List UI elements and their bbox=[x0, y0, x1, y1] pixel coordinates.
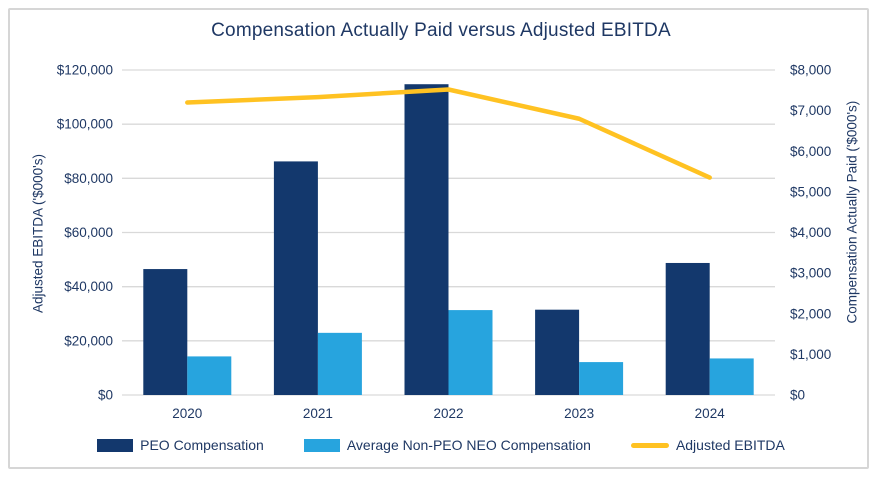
x-axis-label: 2024 bbox=[695, 406, 726, 421]
x-axis-label: 2023 bbox=[564, 406, 594, 421]
chart-border bbox=[8, 8, 869, 469]
bar-peo-2020 bbox=[143, 269, 188, 395]
left-axis-tick-label: $100,000 bbox=[57, 117, 113, 132]
adjusted-ebitda-line-swatch-icon bbox=[630, 442, 669, 448]
bar-peo-2021 bbox=[273, 161, 318, 395]
bar-peo-2022 bbox=[404, 84, 449, 395]
right-axis-tick-label: $4,000 bbox=[790, 225, 831, 240]
left-axis-tick-label: $40,000 bbox=[64, 279, 113, 294]
bar-non-peo-2024 bbox=[709, 358, 754, 395]
right-axis-tick-label: $2,000 bbox=[790, 306, 831, 321]
bar-non-peo-2020 bbox=[187, 356, 232, 395]
legend-item-adjusted-ebitda: Adjusted EBITDA bbox=[630, 437, 785, 453]
legend-item-non-peo-neo-compensation: Average Non-PEO NEO Compensation bbox=[303, 437, 591, 453]
bar-non-peo-2022 bbox=[448, 310, 493, 395]
legend: PEO Compensation Average Non-PEO NEO Com… bbox=[0, 437, 882, 453]
legend-item-peo-compensation: PEO Compensation bbox=[97, 437, 264, 453]
adjusted-ebitda-line bbox=[185, 87, 712, 180]
bar-non-peo-2023 bbox=[579, 362, 624, 395]
right-axis-tick-label: $6,000 bbox=[790, 144, 831, 159]
legend-label-peo-compensation: PEO Compensation bbox=[140, 437, 264, 453]
bar-peo-2024 bbox=[665, 262, 710, 395]
left-axis-tick-label: $0 bbox=[98, 388, 113, 403]
peo-compensation-swatch-icon bbox=[97, 438, 134, 452]
bar-non-peo-2021 bbox=[317, 332, 362, 395]
left-axis-tick-label: $120,000 bbox=[57, 63, 113, 78]
x-axis-label: 2022 bbox=[433, 406, 463, 421]
left-axis-tick-label: $80,000 bbox=[64, 171, 113, 186]
right-axis-tick-label: $8,000 bbox=[790, 63, 831, 78]
x-axis-label: 2021 bbox=[303, 406, 333, 421]
left-axis-tick-label: $20,000 bbox=[64, 333, 113, 348]
chart-title: Compensation Actually Paid versus Adjust… bbox=[211, 20, 671, 41]
non-peo-neo-compensation-swatch-icon bbox=[303, 438, 340, 452]
right-axis-tick-label: $1,000 bbox=[790, 347, 831, 362]
left-axis-tick-label: $60,000 bbox=[64, 225, 113, 240]
legend-label-non-peo-neo-compensation: Average Non-PEO NEO Compensation bbox=[346, 437, 591, 453]
bar-peo-2023 bbox=[535, 309, 580, 395]
right-axis-tick-label: $3,000 bbox=[790, 266, 831, 281]
right-axis-tick-label: $7,000 bbox=[790, 103, 831, 118]
right-axis-tick-label: $5,000 bbox=[790, 184, 831, 199]
x-axis-label: 2020 bbox=[172, 406, 202, 421]
right-axis-tick-label: $0 bbox=[790, 388, 805, 403]
legend-label-adjusted-ebitda: Adjusted EBITDA bbox=[675, 437, 785, 453]
